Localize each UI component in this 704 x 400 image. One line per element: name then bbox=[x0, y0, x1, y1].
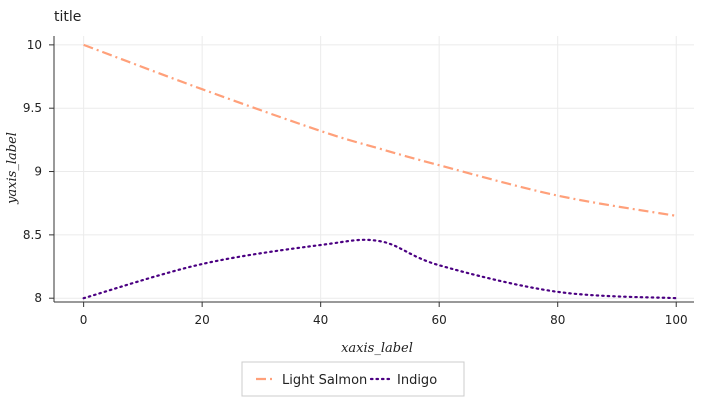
series-line-light-salmon bbox=[83, 43, 677, 217]
axes bbox=[49, 36, 694, 307]
x-tick-label: 0 bbox=[80, 313, 88, 327]
grid-lines bbox=[54, 36, 694, 302]
x-tick-label: 80 bbox=[550, 313, 565, 327]
x-tick-label: 40 bbox=[313, 313, 328, 327]
y-tick-label: 9 bbox=[34, 165, 42, 179]
x-axis-label: xaxis_label bbox=[341, 341, 413, 356]
legend-label-light-salmon: Light Salmon bbox=[282, 373, 367, 388]
y-axis-label: yaxis_label bbox=[5, 132, 20, 205]
legend-label-indigo: Indigo bbox=[397, 373, 437, 388]
tick-labels: 0 20 40 60 80 100 8 8.5 9 9.5 10 bbox=[23, 38, 688, 327]
y-tick-label: 10 bbox=[27, 38, 42, 52]
x-tick-label: 60 bbox=[432, 313, 447, 327]
y-tick-label: 8.5 bbox=[23, 228, 42, 242]
y-tick-label: 9.5 bbox=[23, 101, 42, 115]
series-line-indigo bbox=[82, 238, 678, 300]
chart-title: title bbox=[54, 9, 81, 25]
legend-box bbox=[241, 361, 465, 397]
y-tick-label: 8 bbox=[34, 291, 42, 305]
legend: Light Salmon Indigo bbox=[256, 373, 437, 388]
x-tick-label: 20 bbox=[195, 313, 210, 327]
x-tick-label: 100 bbox=[665, 313, 688, 327]
series-layer bbox=[82, 43, 678, 300]
